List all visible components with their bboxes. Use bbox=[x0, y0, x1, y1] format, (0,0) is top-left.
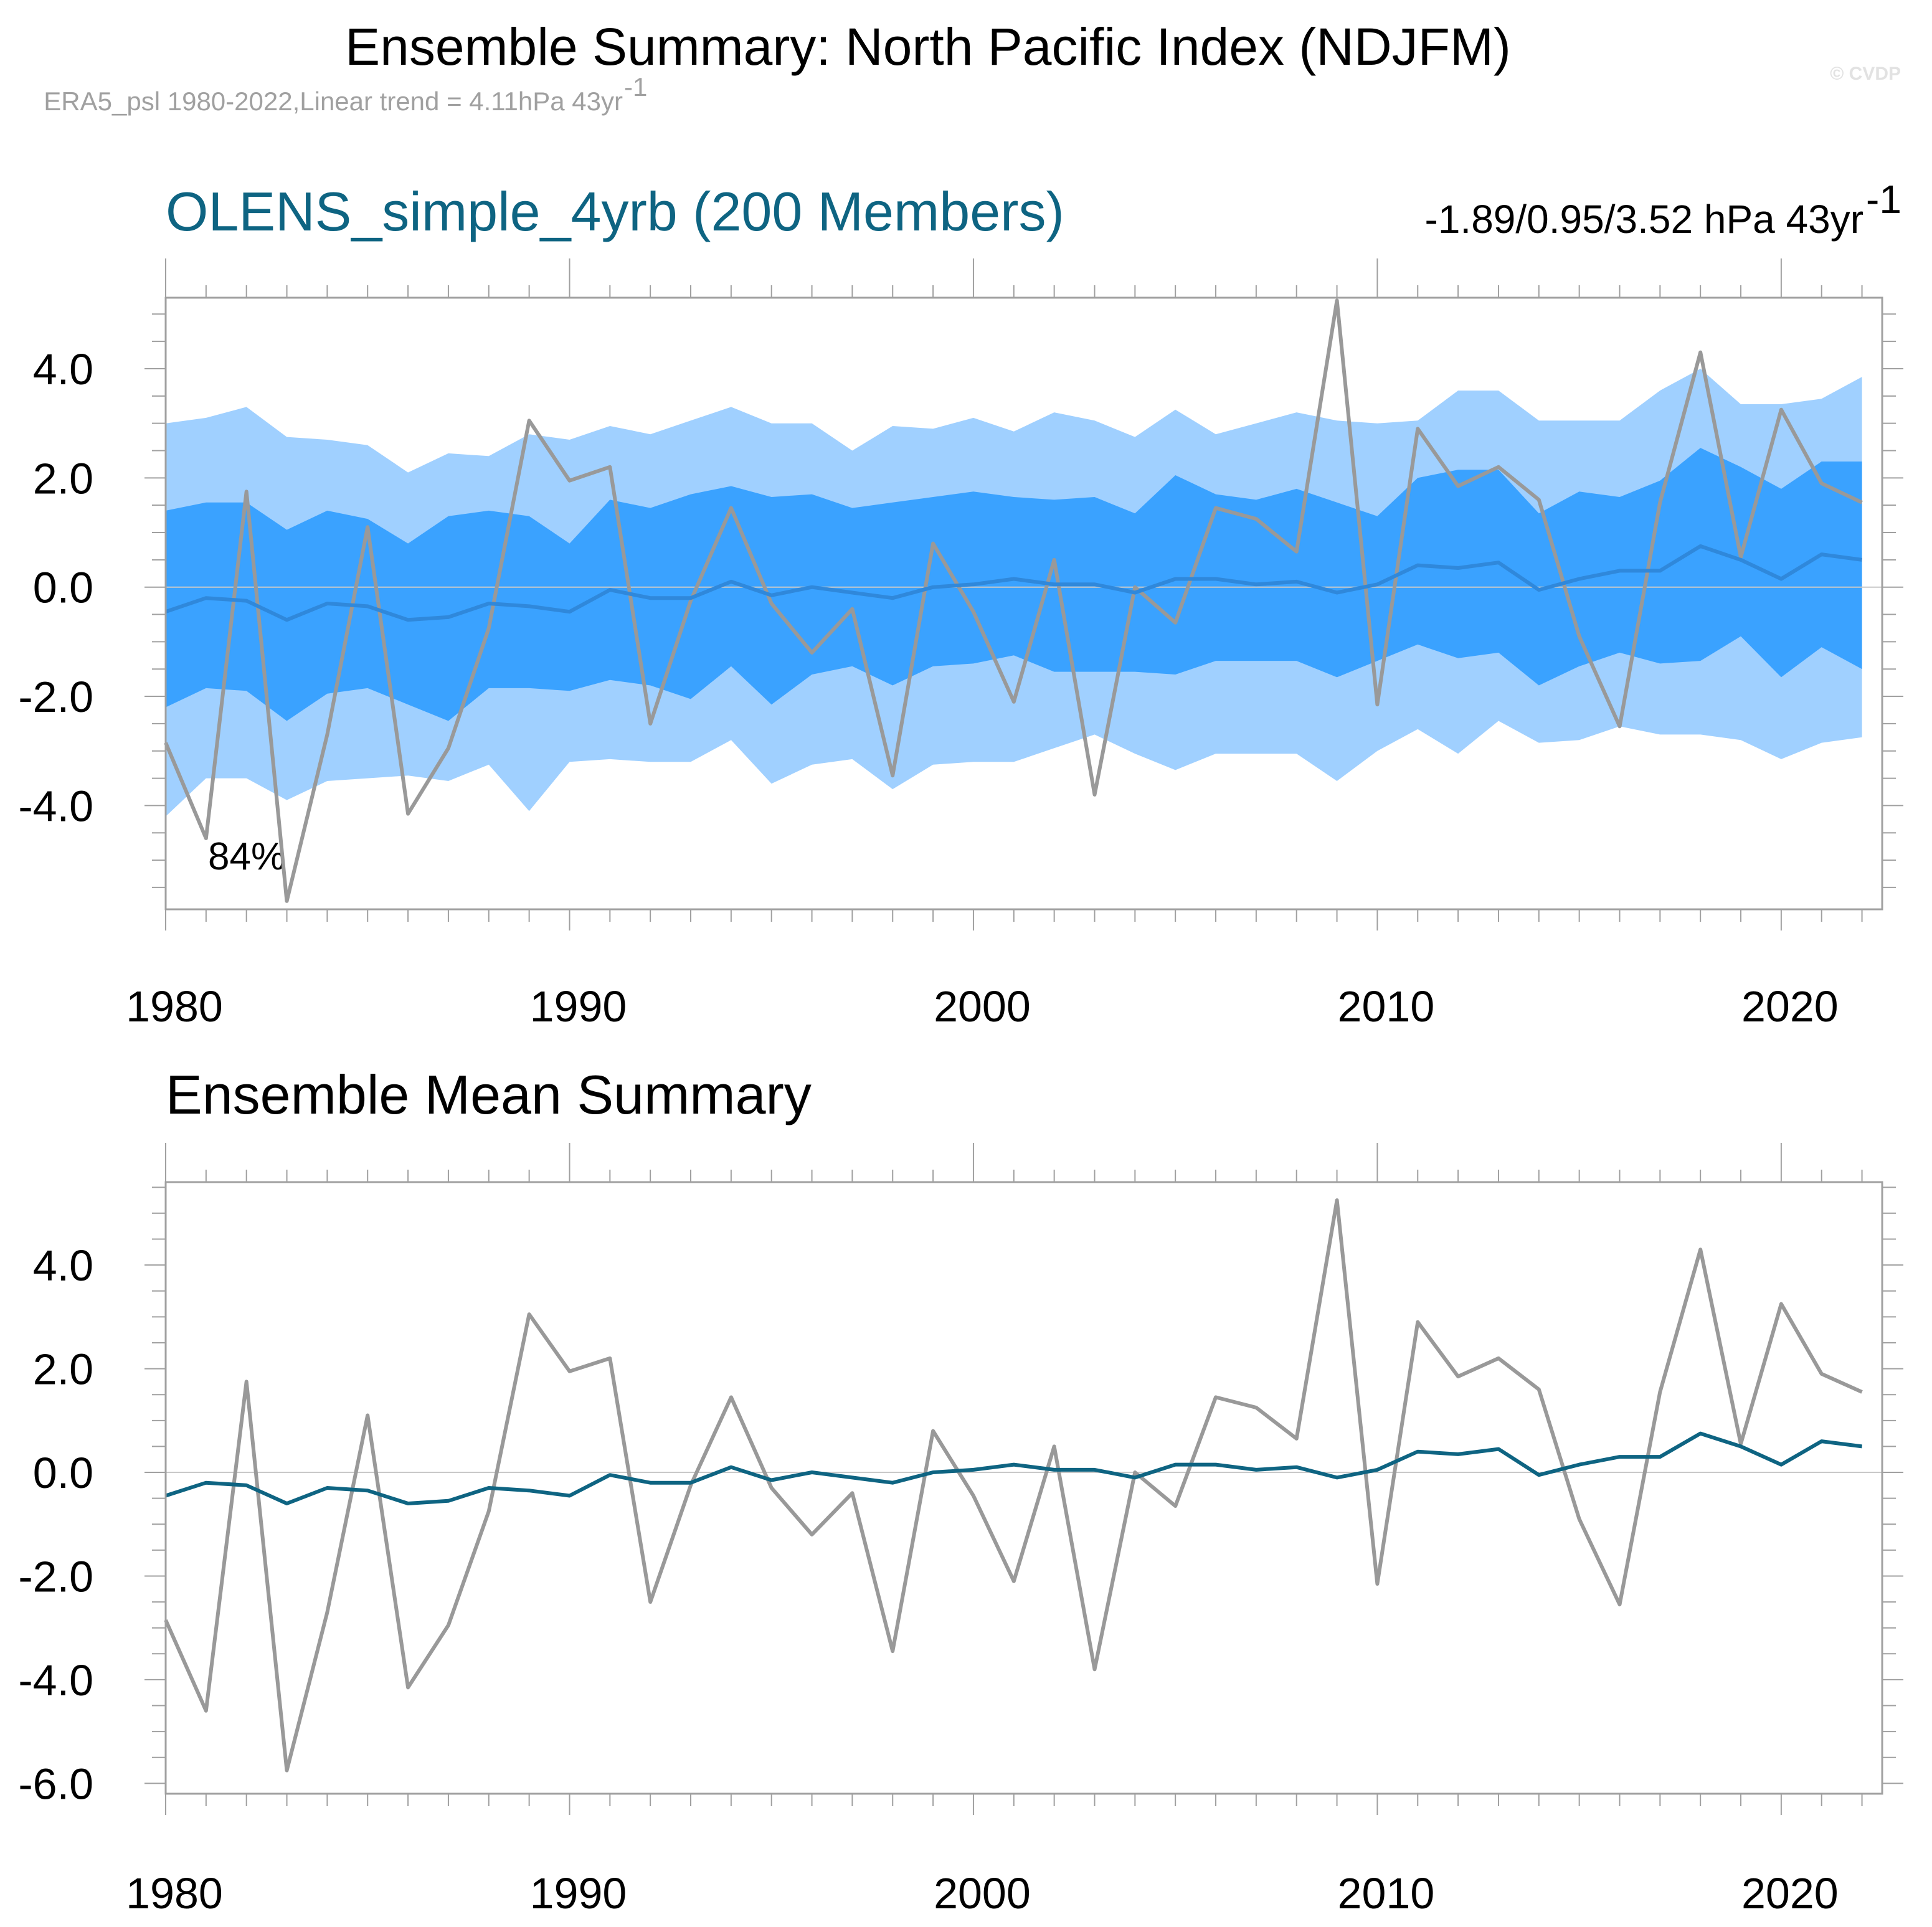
ensemble-spread-panel: OLENS_simple_4yrb (200 Members) -1.89/0.… bbox=[18, 177, 1903, 1031]
plot-frame bbox=[164, 1181, 1883, 1795]
figure-subtitle: ERA5_psl 1980-2022,Linear trend = 4.11hP… bbox=[44, 87, 623, 116]
trend-stats-superscript: -1 bbox=[1866, 177, 1901, 222]
trend-stats: -1.89/0.95/3.52 hPa 43yr bbox=[1425, 197, 1864, 242]
y-tick-label: -6.0 bbox=[18, 1759, 93, 1808]
y-tick-label: -4.0 bbox=[18, 782, 93, 830]
ensemble-mean-panel: Ensemble Mean Summary 4.0 2.0 0.0 -2.0 -4.0 -… bbox=[18, 1064, 1903, 1918]
ensemble-panel-title: OLENS_simple_4yrb (200 Members) bbox=[166, 181, 1064, 242]
x-tick-label: 2010 bbox=[1338, 982, 1435, 1031]
ensemble-mean-line bbox=[165, 1431, 1862, 1505]
observations-line bbox=[164, 298, 1863, 903]
percent-annotation: 84% bbox=[208, 835, 285, 878]
y-tick-label: 2.0 bbox=[33, 454, 93, 503]
x-tick-label: 2000 bbox=[934, 1869, 1031, 1918]
y-tick-label: 0.0 bbox=[33, 564, 93, 612]
y-tick-label: 4.0 bbox=[33, 345, 93, 394]
y-tick-label: -2.0 bbox=[18, 1552, 93, 1601]
x-tick-label: 1980 bbox=[126, 982, 223, 1031]
figure-subtitle-superscript: -1 bbox=[624, 72, 647, 102]
y-tick-label: 4.0 bbox=[33, 1241, 93, 1290]
x-tick-label: 1980 bbox=[126, 1869, 223, 1918]
ensemble-mean-panel-title: Ensemble Mean Summary bbox=[166, 1064, 812, 1125]
x-tick-label: 2020 bbox=[1741, 982, 1839, 1031]
observations-line bbox=[164, 1198, 1863, 1773]
watermark: © CVDP bbox=[1830, 64, 1901, 84]
x-tick-label: 2020 bbox=[1741, 1869, 1839, 1918]
figure-title: Ensemble Summary: North Pacific Index (N… bbox=[345, 17, 1511, 76]
x-tick-label: 2000 bbox=[934, 982, 1031, 1031]
x-tick-label: 1990 bbox=[530, 982, 627, 1031]
plot-frame bbox=[164, 296, 1883, 911]
ensemble-mean-line bbox=[165, 544, 1863, 622]
x-tick-label: 1990 bbox=[530, 1869, 627, 1918]
y-tick-label: 2.0 bbox=[33, 1345, 93, 1394]
y-tick-label: -2.0 bbox=[18, 673, 93, 721]
y-tick-label: -4.0 bbox=[18, 1656, 93, 1705]
x-tick-label: 2010 bbox=[1338, 1869, 1435, 1918]
y-tick-label: 0.0 bbox=[33, 1449, 93, 1497]
inner-percentile-band bbox=[166, 448, 1862, 721]
